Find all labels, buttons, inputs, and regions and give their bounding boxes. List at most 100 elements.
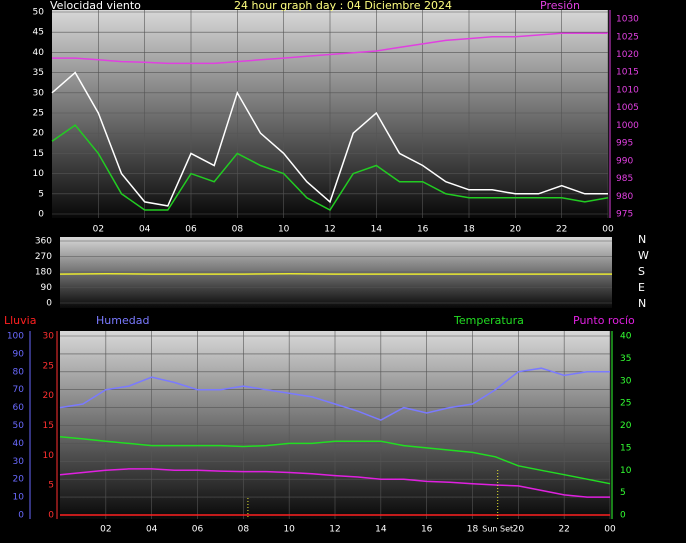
y-tick-label: 100 — [7, 332, 24, 342]
y-tick-label: 270 — [35, 252, 52, 262]
y-tick-label: 10 — [620, 466, 632, 476]
y-tick-label: 20 — [33, 129, 45, 139]
y-tick-label: 15 — [43, 421, 54, 431]
sunset-label: Sun Set — [482, 525, 513, 534]
y-tick-label: 0 — [620, 511, 626, 521]
y-tick-label: 30 — [33, 88, 45, 98]
series-line — [52, 32, 608, 65]
y-tick-label: 40 — [33, 48, 45, 58]
legend-label: Punto rocío — [573, 314, 635, 327]
y-tick-label: 10 — [13, 493, 25, 503]
axis-title: Presión — [540, 0, 580, 12]
y-tick-label: 360 — [35, 237, 52, 247]
y-tick-label: 1000 — [616, 121, 639, 131]
y-tick-label: 10 — [33, 169, 45, 179]
x-tick-label: 06 — [185, 225, 197, 235]
x-tick-label: 08 — [232, 225, 244, 235]
y-tick-label: 5 — [48, 481, 54, 491]
y-tick-label: 30 — [620, 376, 632, 386]
legend-label: Humedad — [96, 314, 149, 327]
x-tick-label: 20 — [513, 525, 525, 535]
y-tick-label: 40 — [13, 439, 25, 449]
series-line — [59, 435, 611, 485]
y-tick-label: 20 — [43, 391, 55, 401]
y-tick-label: 25 — [620, 399, 631, 409]
y-tick-label: 985 — [616, 174, 633, 184]
legend-label: Temperatura — [453, 314, 524, 327]
x-tick-label: 14 — [375, 525, 387, 535]
y-tick-label: 40 — [620, 332, 632, 342]
x-tick-label: 16 — [421, 525, 433, 535]
y-tick-label: 25 — [33, 109, 44, 119]
y-tick-label: 20 — [620, 421, 632, 431]
x-tick-label: 22 — [556, 225, 567, 235]
x-tick-label: 04 — [139, 225, 151, 235]
x-tick-label: 14 — [371, 225, 383, 235]
y-tick-label: 60 — [13, 403, 25, 413]
y-tick-label: 90 — [41, 283, 53, 293]
x-tick-label: 16 — [417, 225, 429, 235]
y-tick-label: 35 — [620, 354, 631, 364]
x-tick-label: 20 — [510, 225, 522, 235]
y-tick-label: 50 — [13, 421, 25, 431]
x-tick-label: 18 — [467, 525, 479, 535]
y-tick-label: 1010 — [616, 85, 639, 95]
y-tick-label: 0 — [18, 511, 24, 521]
series-line — [59, 367, 610, 421]
compass-label: W — [638, 249, 649, 262]
y-tick-label: 30 — [43, 332, 55, 342]
y-tick-label: 10 — [43, 451, 55, 461]
chart-title: 24 hour graph day : 04 Diciembre 2024 — [234, 0, 452, 12]
y-tick-label: 35 — [33, 68, 44, 78]
y-tick-label: 1020 — [616, 50, 639, 60]
x-tick-label: 22 — [558, 525, 569, 535]
y-tick-label: 1030 — [616, 15, 639, 25]
x-tick-label: 04 — [146, 525, 158, 535]
x-tick-label: 02 — [100, 525, 111, 535]
y-tick-label: 975 — [616, 210, 633, 220]
y-tick-label: 45 — [33, 28, 44, 38]
x-tick-label: 10 — [278, 225, 290, 235]
series-line — [59, 468, 610, 498]
x-tick-label: 02 — [93, 225, 104, 235]
plot-area — [60, 237, 612, 308]
y-tick-label: 0 — [46, 299, 52, 309]
y-tick-label: 90 — [13, 349, 25, 359]
y-tick-label: 980 — [616, 192, 633, 202]
y-tick-label: 5 — [620, 488, 626, 498]
compass-label: E — [638, 281, 645, 294]
y-tick-label: 1015 — [616, 68, 639, 78]
compass-label: N — [638, 297, 646, 310]
x-tick-label: 12 — [324, 225, 335, 235]
y-tick-label: 70 — [13, 385, 25, 395]
y-tick-label: 15 — [620, 443, 631, 453]
x-tick-label: 00 — [604, 525, 616, 535]
x-tick-label: 08 — [238, 525, 250, 535]
series-line — [51, 71, 608, 207]
series-line — [51, 124, 609, 211]
y-tick-label: 0 — [38, 210, 44, 220]
y-tick-label: 1025 — [616, 32, 639, 42]
y-tick-label: 1005 — [616, 103, 639, 113]
y-tick-label: 5 — [38, 189, 44, 199]
y-tick-label: 0 — [48, 511, 54, 521]
legend-label: Lluvia — [4, 314, 36, 327]
y-tick-label: 995 — [616, 139, 633, 149]
y-tick-label: 990 — [616, 156, 633, 166]
x-tick-label: 00 — [602, 225, 614, 235]
x-tick-label: 18 — [463, 225, 475, 235]
compass-label: S — [638, 265, 645, 278]
y-tick-label: 80 — [13, 367, 25, 377]
y-tick-label: 180 — [35, 268, 52, 278]
y-tick-label: 50 — [33, 8, 45, 18]
y-tick-label: 30 — [13, 457, 25, 467]
y-tick-label: 20 — [13, 475, 25, 485]
x-tick-label: 12 — [329, 525, 340, 535]
x-tick-label: 06 — [192, 525, 204, 535]
axis-title: Velocidad viento — [50, 0, 141, 12]
y-tick-label: 15 — [33, 149, 44, 159]
y-tick-label: 25 — [43, 361, 54, 371]
x-tick-label: 10 — [283, 525, 295, 535]
